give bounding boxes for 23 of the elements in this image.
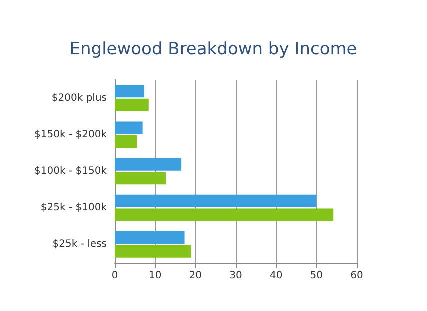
x-tick-label: 0 bbox=[112, 270, 118, 282]
bar bbox=[115, 158, 182, 171]
bar bbox=[115, 232, 185, 244]
x-tick-label: 50 bbox=[310, 270, 324, 282]
bar bbox=[115, 194, 317, 208]
y-tick-label: $150k - $200k bbox=[34, 129, 108, 140]
bar bbox=[115, 208, 334, 222]
bar bbox=[115, 172, 166, 185]
x-tick-label: 10 bbox=[148, 270, 162, 282]
x-tick-label: 60 bbox=[350, 270, 364, 282]
y-tick-label: $100k - $150k bbox=[34, 166, 108, 177]
x-tick-label: 30 bbox=[230, 270, 242, 282]
chart-title: Englewood Breakdown by Income bbox=[70, 40, 358, 60]
y-tick-label: $25k - $100k bbox=[40, 202, 108, 214]
bar bbox=[115, 136, 138, 148]
x-tick-label: 40 bbox=[270, 270, 283, 282]
bar bbox=[115, 98, 149, 112]
y-tick-label: $200k plus bbox=[52, 92, 107, 104]
y-tick-label: $25k - less bbox=[52, 239, 107, 250]
bar bbox=[115, 85, 144, 98]
x-tick-label: 20 bbox=[189, 270, 202, 282]
bar bbox=[115, 245, 192, 258]
bar bbox=[115, 122, 143, 134]
